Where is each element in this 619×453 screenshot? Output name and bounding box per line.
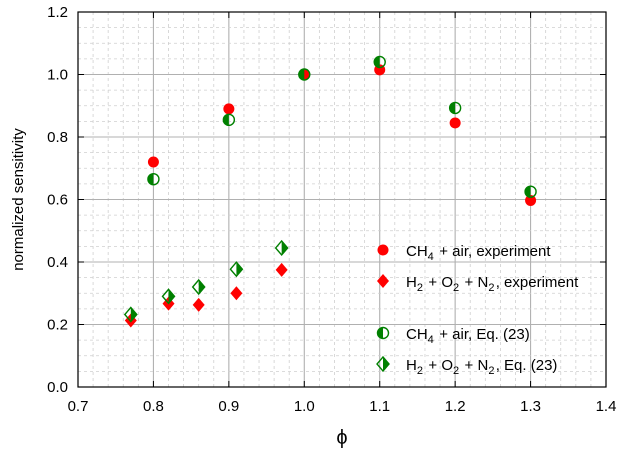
legend-marker-3 [376,326,390,340]
data-point-series-4 [274,239,289,257]
data-point-series-4 [123,306,138,323]
marker-outline [229,261,244,278]
legend-marker-1 [377,244,389,256]
marker-body [377,274,389,288]
x-tick-label: 1.2 [445,398,466,415]
data-point-series-3 [373,55,386,69]
y-tick-label: 0.0 [47,379,68,396]
marker-outline [448,101,462,115]
y-tick-label: 0.4 [47,254,68,271]
marker-fill-half [281,240,288,255]
x-axis-label: ϕ [336,427,347,449]
marker-body [192,297,205,312]
data-point-series-3 [448,101,462,115]
marker-fill-half [168,289,175,304]
marker-fill-half [130,307,137,322]
data-point-series-1 [449,117,461,129]
data-point-series-1 [147,156,159,168]
marker-outline [373,55,386,69]
x-tick-label: 0.7 [68,398,89,415]
marker-fill-half [236,262,243,277]
marker-fill-half [383,357,389,371]
grid-lines [77,11,607,388]
legend: CH4 + air, experiment H2 + O2 + N2 , expe… [376,243,579,377]
marker-fill-half [198,280,205,294]
y-tick-label: 1.2 [47,4,68,21]
marker-outline [376,355,390,373]
y-tick-label: 0.6 [47,192,68,209]
marker-body [147,156,159,168]
marker-body [223,103,235,115]
y-tick-label: 1.0 [47,67,68,84]
legend-label-4: H2 + O2 + N2 , Eq. (23) [406,357,557,377]
marker-body [525,194,537,206]
data-point-series-3 [298,68,311,81]
marker-outline [376,326,390,340]
marker-outline [191,278,206,296]
marker-outline [161,288,176,305]
data-point-series-4 [229,261,244,278]
marker-body [449,117,461,129]
marker-body [377,244,389,256]
marker-outline [274,239,289,257]
marker-body [230,286,243,301]
data-point-series-4 [161,288,176,305]
data-point-series-2 [275,262,288,277]
legend-label-2: H2 + O2 + N2 , experiment [406,274,579,294]
legend-marker-2 [377,274,389,288]
marker-outline [147,172,160,186]
y-axis-label: normalized sensitivity [10,128,27,271]
data-point-series-3 [147,172,160,186]
marker-outline [123,306,138,323]
x-tick-label: 1.0 [294,398,315,415]
x-tick-label: 0.8 [143,398,164,415]
x-tick-label: 1.3 [520,398,541,415]
marker-outline [222,113,236,127]
x-tick-label: 0.9 [218,398,239,415]
legend-label-3: CH4 + air, Eq. (23) [406,326,530,346]
marker-outline [298,68,311,81]
y-tick-label: 0.2 [47,317,68,334]
data-point-series-1 [525,194,537,206]
x-tick-label: 1.4 [596,398,617,415]
legend-marker-4 [376,355,390,373]
data-point-series-4 [191,278,206,296]
data-markers [123,55,537,328]
y-tick-label: 0.8 [47,129,68,146]
data-point-series-2 [192,297,205,312]
marker-body [275,262,288,277]
data-point-series-2 [230,286,243,301]
x-tick-label: 1.1 [369,398,390,415]
x-tick-labels: 0.7 0.8 0.9 1.0 1.1 1.2 1.3 1.4 [68,398,617,415]
y-tick-labels: 0.0 0.2 0.4 0.6 0.8 1.0 1.2 [47,4,68,396]
data-point-series-3 [524,185,537,198]
marker-outline [524,185,537,198]
legend-label-1: CH4 + air, experiment [406,243,551,263]
axis-ticks [77,11,607,388]
data-point-series-1 [223,103,235,115]
data-point-series-3 [222,113,236,127]
